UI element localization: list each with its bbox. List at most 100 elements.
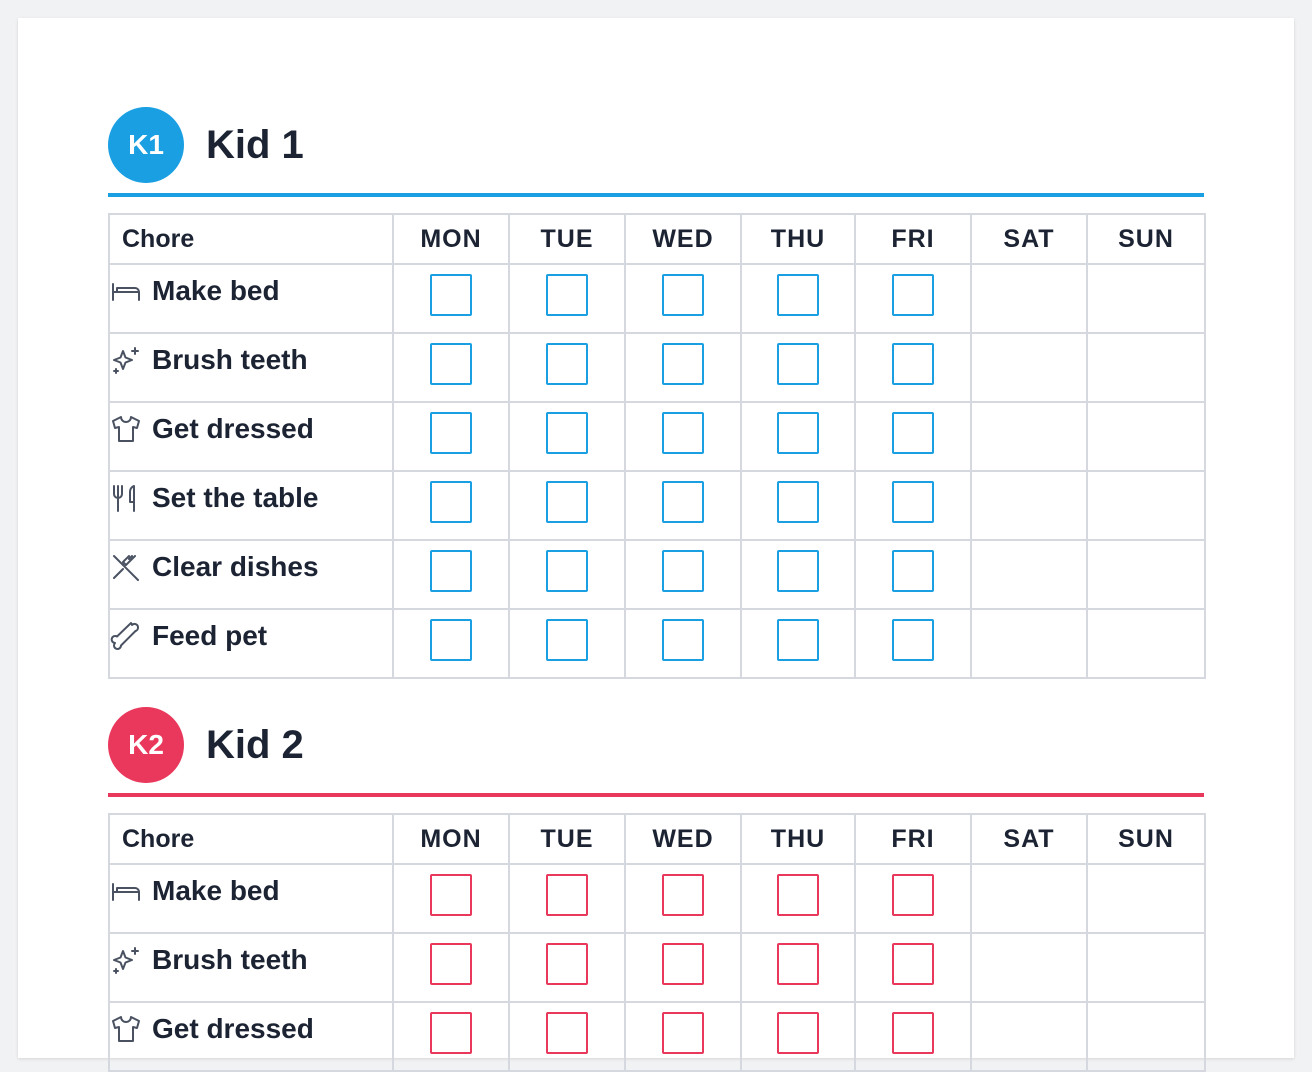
checkbox-fri[interactable] xyxy=(892,481,934,523)
checkbox-thu[interactable] xyxy=(777,619,819,661)
checkbox-wed[interactable] xyxy=(662,550,704,592)
checkbox-fri[interactable] xyxy=(892,343,934,385)
table-row: Feed pet xyxy=(108,608,1206,679)
checkbox-mon[interactable] xyxy=(430,874,472,916)
checkbox-wed[interactable] xyxy=(662,343,704,385)
day-cell-tue xyxy=(508,401,626,472)
table-row: Get dressed xyxy=(108,401,1206,472)
checkbox-mon[interactable] xyxy=(430,943,472,985)
day-cell-fri xyxy=(854,263,972,334)
checkbox-mon[interactable] xyxy=(430,343,472,385)
day-cell-sun xyxy=(1086,863,1206,934)
day-cell-fri xyxy=(854,608,972,679)
day-cell-wed xyxy=(624,1001,742,1072)
checkbox-mon[interactable] xyxy=(430,550,472,592)
chore-cell: Make bed xyxy=(108,263,394,334)
day-cell-sun xyxy=(1086,539,1206,610)
checkbox-fri[interactable] xyxy=(892,1012,934,1054)
checkbox-wed[interactable] xyxy=(662,274,704,316)
table-header-row: Chore MON TUE WED THU FRI SAT SUN xyxy=(108,213,1206,265)
day-cell-fri xyxy=(854,932,972,1003)
checkbox-tue[interactable] xyxy=(546,619,588,661)
checkbox-wed[interactable] xyxy=(662,412,704,454)
checkbox-fri[interactable] xyxy=(892,550,934,592)
checkbox-tue[interactable] xyxy=(546,274,588,316)
checkbox-wed[interactable] xyxy=(662,1012,704,1054)
shirt-icon xyxy=(110,414,144,444)
checkbox-mon[interactable] xyxy=(430,481,472,523)
day-cell-thu xyxy=(740,470,856,541)
checkbox-thu[interactable] xyxy=(777,1012,819,1054)
checkbox-thu[interactable] xyxy=(777,943,819,985)
table-row: Brush teeth xyxy=(108,932,1206,1003)
column-header-thu: THU xyxy=(740,813,856,865)
checkbox-fri[interactable] xyxy=(892,943,934,985)
day-cell-fri xyxy=(854,539,972,610)
day-cell-sun xyxy=(1086,932,1206,1003)
utensils-icon xyxy=(110,483,144,513)
checkbox-fri[interactable] xyxy=(892,874,934,916)
day-cell-sat xyxy=(970,863,1088,934)
checkbox-mon[interactable] xyxy=(430,412,472,454)
chore-label: Clear dishes xyxy=(152,551,319,582)
kid-badge: K1 xyxy=(108,107,184,183)
chore-cell: Brush teeth xyxy=(108,332,394,403)
checkbox-tue[interactable] xyxy=(546,943,588,985)
chore-cell: Get dressed xyxy=(108,1001,394,1072)
checkbox-fri[interactable] xyxy=(892,412,934,454)
column-header-chore: Chore xyxy=(108,213,394,265)
day-cell-thu xyxy=(740,539,856,610)
table-row: Get dressed xyxy=(108,1001,1206,1072)
column-header-mon: MON xyxy=(392,813,510,865)
table-row: Clear dishes xyxy=(108,539,1206,610)
day-cell-tue xyxy=(508,263,626,334)
checkbox-wed[interactable] xyxy=(662,943,704,985)
checkbox-wed[interactable] xyxy=(662,874,704,916)
day-cell-thu xyxy=(740,332,856,403)
checkbox-thu[interactable] xyxy=(777,412,819,454)
checkbox-mon[interactable] xyxy=(430,1012,472,1054)
day-cell-mon xyxy=(392,332,510,403)
checkbox-wed[interactable] xyxy=(662,481,704,523)
day-cell-tue xyxy=(508,608,626,679)
checkbox-tue[interactable] xyxy=(546,412,588,454)
day-cell-wed xyxy=(624,863,742,934)
checkbox-tue[interactable] xyxy=(546,343,588,385)
column-header-sat: SAT xyxy=(970,213,1088,265)
day-cell-mon xyxy=(392,539,510,610)
checkbox-thu[interactable] xyxy=(777,343,819,385)
day-cell-mon xyxy=(392,470,510,541)
checkbox-tue[interactable] xyxy=(546,550,588,592)
checkbox-mon[interactable] xyxy=(430,619,472,661)
checkbox-thu[interactable] xyxy=(777,274,819,316)
bone-icon xyxy=(110,621,144,651)
column-header-tue: TUE xyxy=(508,813,626,865)
day-cell-tue xyxy=(508,932,626,1003)
day-cell-wed xyxy=(624,263,742,334)
day-cell-sat xyxy=(970,401,1088,472)
kid-header: K1 Kid 1 xyxy=(108,107,1204,185)
day-cell-sun xyxy=(1086,401,1206,472)
checkbox-tue[interactable] xyxy=(546,874,588,916)
checkbox-wed[interactable] xyxy=(662,619,704,661)
checkbox-thu[interactable] xyxy=(777,481,819,523)
day-cell-tue xyxy=(508,332,626,403)
day-cell-sat xyxy=(970,608,1088,679)
shirt-icon xyxy=(110,1014,144,1044)
day-cell-wed xyxy=(624,539,742,610)
checkbox-thu[interactable] xyxy=(777,550,819,592)
checkbox-tue[interactable] xyxy=(546,481,588,523)
day-cell-sun xyxy=(1086,1001,1206,1072)
column-header-chore: Chore xyxy=(108,813,394,865)
chore-chart-page: K1 Kid 1 Chore MON TUE WED THU FRI SAT S… xyxy=(18,18,1294,1072)
day-cell-sat xyxy=(970,263,1088,334)
day-cell-tue xyxy=(508,1001,626,1072)
checkbox-fri[interactable] xyxy=(892,619,934,661)
checkbox-tue[interactable] xyxy=(546,1012,588,1054)
kid-name: Kid 2 xyxy=(206,723,304,767)
checkbox-thu[interactable] xyxy=(777,874,819,916)
checkbox-fri[interactable] xyxy=(892,274,934,316)
day-cell-mon xyxy=(392,401,510,472)
day-cell-fri xyxy=(854,1001,972,1072)
checkbox-mon[interactable] xyxy=(430,274,472,316)
